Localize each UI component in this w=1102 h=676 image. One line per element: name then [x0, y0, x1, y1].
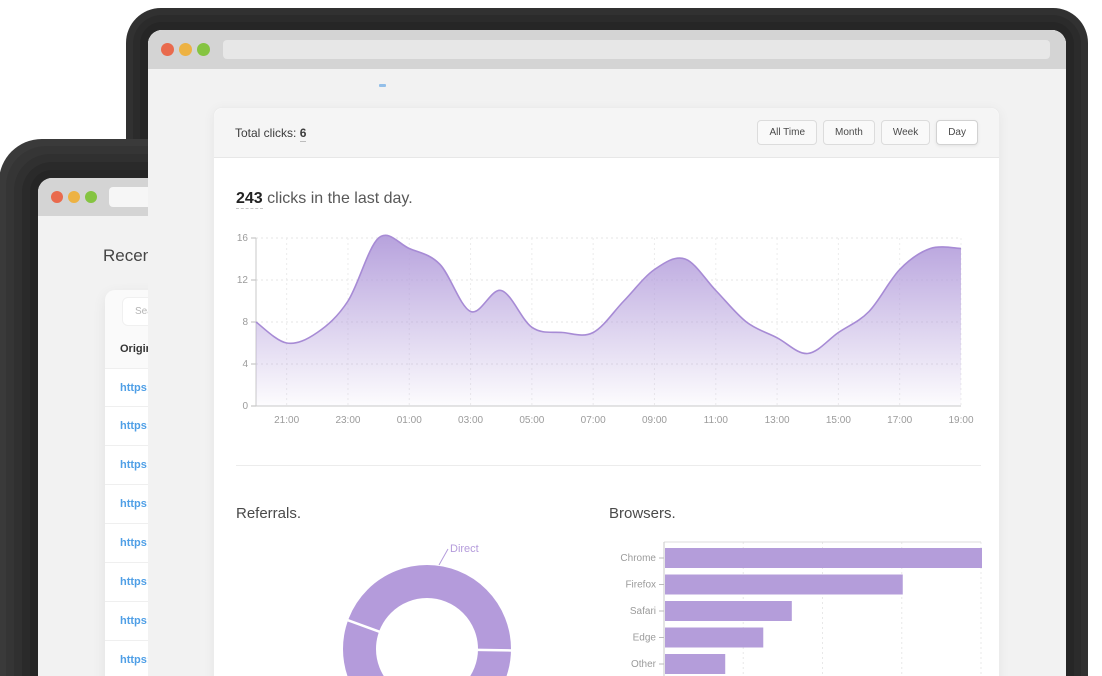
svg-text:16: 16: [237, 233, 249, 244]
clicks-area-chart: 0 4 8 12 16 21:00 23:00 01:00 03:00 05:00 07:00 09:…: [237, 233, 974, 426]
svg-text:11:00: 11:00: [704, 415, 729, 426]
svg-text:01:00: 01:00: [397, 415, 422, 426]
front-browser-window: Total clicks: 6 All Time Month Week Day 243…: [148, 30, 1066, 676]
browser-bar-edge: [665, 627, 764, 648]
svg-text:Edge: Edge: [633, 633, 657, 644]
svg-text:03:00: 03:00: [458, 415, 483, 426]
front-url-bar[interactable]: [223, 40, 1050, 59]
total-clicks-text: Total clicks:: [235, 125, 297, 140]
time-range-filters: All Time Month Week Day: [757, 120, 978, 145]
analytics-card: Total clicks: 6 All Time Month Week Day 243…: [213, 107, 1000, 676]
short-link[interactable]: https:: [120, 615, 151, 627]
svg-text:12: 12: [237, 275, 249, 286]
browser-bar-other: [665, 654, 726, 674]
front-window-toolbar: [148, 30, 1066, 69]
browser-bar-safari: [665, 601, 792, 621]
analytics-card-header: Total clicks: 6 All Time Month Week Day: [214, 108, 999, 158]
donut-label-direct: Direct: [450, 543, 479, 555]
svg-text:Safari: Safari: [630, 606, 656, 617]
svg-text:Chrome: Chrome: [620, 553, 656, 564]
svg-text:8: 8: [242, 317, 248, 328]
short-link[interactable]: https:: [120, 576, 151, 588]
referrals-title: Referrals.: [236, 505, 302, 522]
svg-text:05:00: 05:00: [519, 415, 544, 426]
maximize-window-icon[interactable]: [85, 191, 97, 203]
minimize-window-icon[interactable]: [68, 191, 80, 203]
browsers-title: Browsers.: [609, 505, 676, 522]
clicks-headline: 243 clicks in the last day.: [236, 190, 413, 209]
svg-text:21:00: 21:00: [274, 415, 299, 426]
short-link[interactable]: https:: [120, 498, 151, 510]
browser-bar-chrome: [665, 548, 982, 568]
back-window-controls: [51, 191, 97, 203]
filter-button-month[interactable]: Month: [823, 120, 875, 145]
short-link[interactable]: https:: [120, 459, 151, 471]
browser-bar-firefox: [665, 574, 903, 595]
short-link[interactable]: https:: [120, 381, 151, 394]
svg-text:17:00: 17:00: [887, 415, 912, 426]
close-window-icon[interactable]: [161, 43, 174, 56]
browsers-bar-chart: Chrome Firefox Safari Edge Other: [620, 541, 982, 676]
total-clicks-label: Total clicks: 6: [235, 125, 307, 142]
close-window-icon[interactable]: [51, 191, 63, 203]
tiny-link-mark: [379, 84, 386, 87]
filter-button-week[interactable]: Week: [880, 120, 931, 145]
svg-text:Other: Other: [631, 659, 657, 670]
svg-text:13:00: 13:00: [765, 415, 790, 426]
svg-text:07:00: 07:00: [581, 415, 606, 426]
short-link[interactable]: https:: [120, 537, 151, 549]
clicks-headline-text: clicks in the last day.: [262, 190, 413, 207]
svg-text:23:00: 23:00: [335, 415, 360, 426]
short-link[interactable]: https:: [120, 654, 151, 666]
svg-text:15:00: 15:00: [826, 415, 851, 426]
svg-text:Firefox: Firefox: [625, 580, 656, 591]
front-window-controls: [161, 43, 210, 56]
recent-heading: Recent: [103, 246, 157, 265]
section-divider: [236, 465, 981, 466]
minimize-window-icon[interactable]: [179, 43, 192, 56]
filter-button-day[interactable]: Day: [936, 120, 978, 145]
clicks-count: 243: [236, 190, 263, 209]
short-link[interactable]: https:: [120, 420, 151, 432]
referrals-donut-chart: Direct: [343, 543, 513, 676]
total-clicks-value: 6: [299, 125, 307, 142]
maximize-window-icon[interactable]: [197, 43, 210, 56]
svg-text:09:00: 09:00: [642, 415, 667, 426]
svg-text:19:00: 19:00: [948, 415, 973, 426]
origin-column-header: Origin: [120, 343, 153, 355]
svg-text:4: 4: [242, 359, 248, 370]
svg-text:0: 0: [242, 401, 248, 412]
filter-button-all-time[interactable]: All Time: [757, 120, 818, 145]
